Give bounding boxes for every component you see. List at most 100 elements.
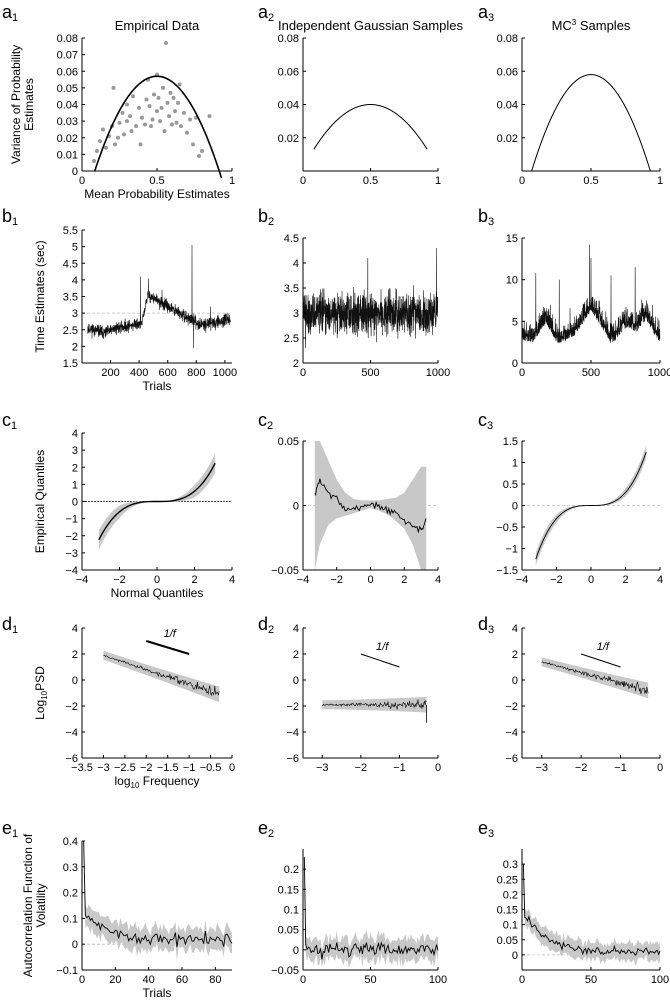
y-tick-label: 0.3: [503, 859, 518, 871]
x-tick-label: 4: [229, 574, 235, 586]
panel-index: 3: [488, 216, 494, 228]
y-tick-label: 0.02: [278, 133, 299, 145]
y-tick-label: 0.2: [63, 888, 78, 900]
y-tick-label: −6: [65, 753, 78, 765]
x-tick-label: 0: [300, 175, 306, 187]
data-point: [144, 97, 149, 102]
data-point: [207, 114, 212, 119]
y-tick-label: −2: [65, 531, 78, 543]
x-tick-label: 0: [657, 762, 663, 774]
x-axis-label: Normal Quantiles: [111, 586, 204, 600]
panel-letter: a: [478, 2, 489, 22]
panel-label-c1: c1: [2, 410, 17, 432]
psd-line: [103, 654, 220, 697]
data-point: [129, 129, 134, 134]
y-tick-label: 4: [293, 623, 299, 635]
x-tick-label: −1.5: [157, 762, 179, 774]
x-tick-label: 0.5: [363, 175, 378, 187]
y-tick-label: 2: [293, 649, 299, 661]
data-point: [174, 120, 179, 125]
y-tick-label: −0.05: [271, 565, 299, 577]
data-point: [92, 159, 96, 164]
data-point: [159, 105, 164, 110]
y-label-part: Log: [33, 700, 47, 720]
y-tick-label: 0.01: [57, 149, 78, 161]
x-tick-label: −3.5: [71, 762, 93, 774]
x-axis-label: Trials: [143, 379, 172, 393]
panel-letter: e: [478, 818, 488, 838]
acf-line: [83, 840, 233, 948]
x-tick-label: −0.5: [200, 762, 222, 774]
variance-curve: [531, 74, 651, 172]
x-tick-label: −2: [575, 762, 588, 774]
y-tick-label: 0.4: [63, 836, 78, 848]
y-tick-label: 0.05: [497, 935, 518, 947]
y-tick-label: −2: [286, 701, 299, 713]
y-tick-label: 2: [72, 462, 78, 474]
x-tick-label: 100: [429, 974, 447, 986]
panel-label-c2: c2: [258, 410, 273, 432]
y-tick-label: 2: [72, 649, 78, 661]
x-tick-label: −1: [614, 762, 627, 774]
y-tick-label: 0.06: [278, 66, 299, 78]
data-point: [182, 110, 186, 115]
y-axis-label: Volatility: [34, 883, 48, 927]
data-point: [147, 104, 152, 109]
panel-label-b1: b1: [2, 206, 18, 228]
y-axis-label: Variance of Probability: [9, 45, 23, 164]
panel-letter: e: [258, 818, 268, 838]
y-tick-label: 5.5: [63, 225, 78, 237]
x-tick-label: −2: [550, 574, 563, 586]
x-tick-label: −2.5: [114, 762, 136, 774]
x-tick-label: 1000: [213, 367, 237, 379]
y-axis-label: Empirical Quantiles: [33, 450, 47, 553]
y-tick-label: 0.06: [497, 66, 518, 78]
panel-label-a3: a3: [478, 2, 494, 24]
variance-curve: [313, 103, 428, 150]
time-series-line: [302, 247, 439, 349]
y-tick-label: 0.03: [57, 116, 78, 128]
y-tick-label: −1: [65, 514, 78, 526]
data-point: [125, 102, 129, 107]
y-tick-label: 0.15: [497, 905, 518, 917]
x-tick-label: 0: [300, 367, 306, 379]
y-axis-label: Estimates: [22, 78, 36, 131]
x-tick-label: 200: [101, 367, 119, 379]
panel-index: 2: [268, 216, 274, 228]
data-point: [134, 124, 138, 129]
x-tick-label: 1000: [426, 367, 450, 379]
y-tick-label: 0.25: [497, 874, 518, 886]
y-tick-label: 1: [512, 458, 518, 470]
data-point: [113, 142, 117, 147]
x-tick-label: −2: [113, 574, 126, 586]
data-point: [171, 95, 176, 100]
y-tick-label: 4.5: [284, 233, 299, 245]
x-label-part: 10: [131, 781, 140, 790]
panel-e1: e10 20 40 60 80−0.100.10.20.30.4TrialsAutoco…: [2, 818, 233, 1000]
panel-index: 3: [488, 12, 494, 24]
x-tick-label: 80: [209, 974, 221, 986]
x-tick-label: 60: [176, 974, 188, 986]
x-tick-label: 50: [364, 974, 376, 986]
data-point: [167, 114, 171, 119]
y-tick-label: −1: [505, 544, 518, 556]
data-point: [165, 100, 170, 105]
data-point: [170, 122, 174, 127]
y-tick-label: 0.04: [497, 100, 518, 112]
slope-reference-line: [145, 640, 190, 655]
y-tick-label: −4: [65, 565, 78, 577]
y-tick-label: −2: [65, 701, 78, 713]
y-tick-label: 2: [72, 341, 78, 353]
y-tick-label: −0.05: [271, 965, 299, 977]
y-tick-label: 4: [72, 428, 78, 440]
y-tick-label: 3: [293, 308, 299, 320]
panel-index: 2: [268, 12, 274, 24]
data-point: [140, 115, 144, 120]
x-tick-label: 2: [622, 574, 628, 586]
y-axis-label: Autocorrelation Function of: [21, 833, 35, 977]
panel-letter: e: [2, 818, 12, 838]
x-tick-label: 0: [300, 974, 306, 986]
y-tick-label: 0: [72, 166, 78, 178]
